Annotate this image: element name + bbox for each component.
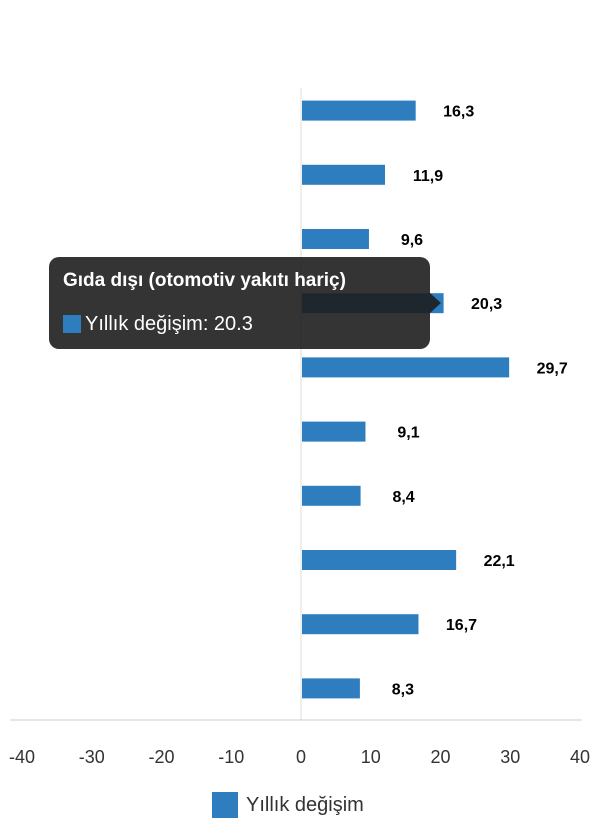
data-label: 8,3: [392, 681, 414, 698]
data-label: 9,1: [397, 425, 419, 442]
x-tick-label: 10: [361, 747, 381, 767]
tooltip-row: Yıllık değişim: 20.3: [63, 309, 416, 339]
data-label: 8,4: [392, 489, 414, 506]
data-label: 16,7: [446, 617, 477, 634]
tooltip-arrow: [430, 293, 441, 313]
data-label: 22,1: [484, 553, 515, 570]
legend-swatch: [212, 792, 238, 818]
tooltip: Gıda dışı (otomotiv yakıtı hariç) Yıllık…: [49, 257, 430, 349]
bar: [302, 678, 360, 699]
bar: [302, 357, 510, 378]
tooltip-swatch: [63, 315, 81, 333]
x-tick-label: 20: [430, 747, 450, 767]
x-tick-label: -20: [148, 747, 174, 767]
data-label: 9,6: [401, 232, 423, 249]
data-label: 20,3: [471, 296, 502, 313]
data-label: 29,7: [537, 360, 568, 377]
legend-label: Yıllık değişim: [246, 793, 364, 816]
bar: [302, 421, 366, 442]
tooltip-value: Yıllık değişim: 20.3: [85, 313, 253, 335]
data-label: 16,3: [443, 104, 474, 121]
legend-item[interactable]: Yıllık değişim: [212, 792, 364, 818]
x-tick-label: -40: [9, 747, 35, 767]
x-tick-label: 30: [500, 747, 520, 767]
x-tick-label: 40: [570, 747, 590, 767]
x-tick-label: -10: [218, 747, 244, 767]
bar: [302, 164, 386, 185]
bar: [302, 614, 419, 635]
bar: [302, 100, 416, 121]
x-tick-label: -30: [79, 747, 105, 767]
x-tick-label: 0: [296, 747, 306, 767]
tooltip-title: Gıda dışı (otomotiv yakıtı hariç): [63, 270, 346, 291]
bar: [302, 550, 457, 570]
data-label: 11,9: [413, 168, 443, 185]
bar: [302, 229, 369, 249]
bar: [302, 485, 361, 506]
